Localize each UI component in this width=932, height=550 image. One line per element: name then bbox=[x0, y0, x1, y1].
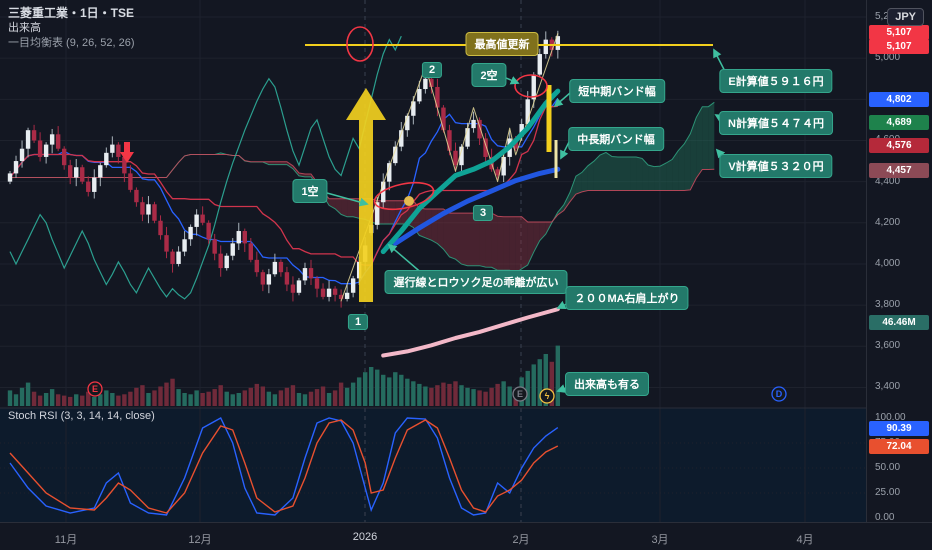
price-tick-label: 4,400 bbox=[875, 175, 901, 187]
time-tick-label: 11月 bbox=[54, 534, 78, 546]
zigzag-line bbox=[340, 33, 559, 302]
time-tick-label: 4月 bbox=[796, 534, 814, 546]
time-tick-label: 2026 bbox=[352, 531, 378, 543]
e-target-annotation[interactable]: E計算値５９１６円 bbox=[719, 69, 833, 93]
price-axis-badge: 5,107 bbox=[869, 25, 929, 40]
mid-long-band-annotation[interactable]: 中長期バンド幅 bbox=[568, 127, 664, 151]
price-tick-label: 3,600 bbox=[875, 340, 901, 352]
stoch-tick-label: 0.00 bbox=[875, 512, 895, 523]
ichimoku-cloud bbox=[166, 102, 715, 273]
earnings-marker-icon: E bbox=[517, 389, 523, 399]
currency-toggle-button[interactable]: JPY bbox=[887, 8, 924, 26]
price-axis[interactable]: 5,2005,0004,6004,4004,2004,0003,8003,600… bbox=[866, 0, 932, 523]
stoch-tick-label: 50.00 bbox=[875, 462, 901, 473]
time-tick-label: 2月 bbox=[512, 534, 530, 546]
price-axis-badge: 5,107 bbox=[869, 39, 929, 54]
v-target-annotation[interactable]: V計算値５３２０円 bbox=[719, 154, 833, 178]
overlay-ma-lines bbox=[340, 33, 561, 358]
point-1-annotation[interactable]: 1 bbox=[347, 314, 369, 330]
price-tick-label: 3,400 bbox=[875, 381, 901, 393]
earnings-marker-icon[interactable] bbox=[87, 381, 103, 397]
ma-short-mid bbox=[380, 88, 561, 255]
n-target-annotation[interactable]: N計算値５４７４円 bbox=[719, 111, 833, 135]
time-axis[interactable]: 11月 12月 2026 2月 3月 4月 bbox=[0, 522, 932, 550]
stoch-tick-label: 100.00 bbox=[875, 412, 906, 423]
dividend-marker-icon[interactable] bbox=[771, 386, 787, 402]
flash-event-icon: ϟ bbox=[545, 391, 550, 401]
yellow-dot[interactable] bbox=[404, 196, 414, 206]
red-ellipse-gap1[interactable] bbox=[372, 178, 436, 214]
earnings-marker-icon: E bbox=[92, 384, 98, 394]
price-tick-label: 3,800 bbox=[875, 299, 901, 311]
point-2-annotation[interactable]: 2 bbox=[421, 62, 443, 78]
dividend-marker-icon: D bbox=[776, 389, 783, 399]
stoch-rsi-indicator-label[interactable]: Stoch RSI (3, 3, 14, 14, close) bbox=[8, 410, 155, 422]
small-down-arrow[interactable] bbox=[120, 142, 134, 163]
short-mid-band-annotation[interactable]: 短中期バンド幅 bbox=[569, 79, 665, 103]
candlesticks bbox=[7, 30, 561, 308]
gap-2-annotation[interactable]: 2空 bbox=[471, 63, 507, 87]
stoch-tick-label: 25.00 bbox=[875, 487, 901, 498]
price-tick-label: 4,000 bbox=[875, 257, 901, 269]
grid-lines bbox=[0, 0, 932, 522]
price-tick-label: 5,000 bbox=[875, 52, 901, 64]
highest-update-annotation[interactable]: 最高値更新 bbox=[465, 32, 539, 56]
point-3-annotation[interactable]: 3 bbox=[472, 205, 494, 221]
time-tick-label: 3月 bbox=[651, 534, 669, 546]
volume-indicator-label[interactable]: 出来高 bbox=[8, 22, 41, 34]
volume-note-annotation[interactable]: 出来高も有る bbox=[565, 372, 649, 396]
chart-legend: 三菱重工業・1日・TSE 出来高 一目均衡表 (9, 26, 52, 26) bbox=[8, 6, 135, 51]
price-tick-label: 4,200 bbox=[875, 216, 901, 228]
time-tick-label: 12月 bbox=[188, 534, 212, 546]
price-axis-badge: 4,576 bbox=[869, 138, 929, 153]
ma200-note-annotation[interactable]: ２００MA右肩上がり bbox=[565, 286, 689, 310]
symbol-title[interactable]: 三菱重工業・1日・TSE bbox=[8, 6, 135, 20]
price-axis-badge: 46.46M bbox=[869, 315, 929, 330]
stoch-rsi-lines bbox=[9, 417, 559, 516]
red-ellipse-gap2[interactable] bbox=[514, 74, 548, 98]
price-axis-badge: 4,689 bbox=[869, 115, 929, 130]
ichimoku-indicator-label[interactable]: 一目均衡表 (9, 26, 52, 26) bbox=[8, 37, 135, 49]
chikou-note-annotation[interactable]: 遅行線とロウソク足の乖離が広い bbox=[384, 270, 568, 294]
price-axis-badge: 4,802 bbox=[869, 92, 929, 107]
flash-event-icon[interactable] bbox=[539, 388, 555, 404]
red-ellipse-top[interactable] bbox=[346, 26, 374, 62]
price-axis-badge: 72.04 bbox=[869, 439, 929, 454]
ma-200 bbox=[381, 307, 560, 358]
price-axis-badge: 90.39 bbox=[869, 421, 929, 436]
ichimoku-lines bbox=[9, 35, 715, 300]
volume-bars bbox=[7, 345, 561, 406]
price-axis-badge: 4,457 bbox=[869, 163, 929, 178]
gap-1-annotation[interactable]: 1空 bbox=[292, 179, 328, 203]
ma-mid-long bbox=[392, 166, 561, 246]
earnings-marker-icon[interactable] bbox=[512, 386, 528, 402]
big-up-arrow[interactable] bbox=[346, 88, 386, 302]
